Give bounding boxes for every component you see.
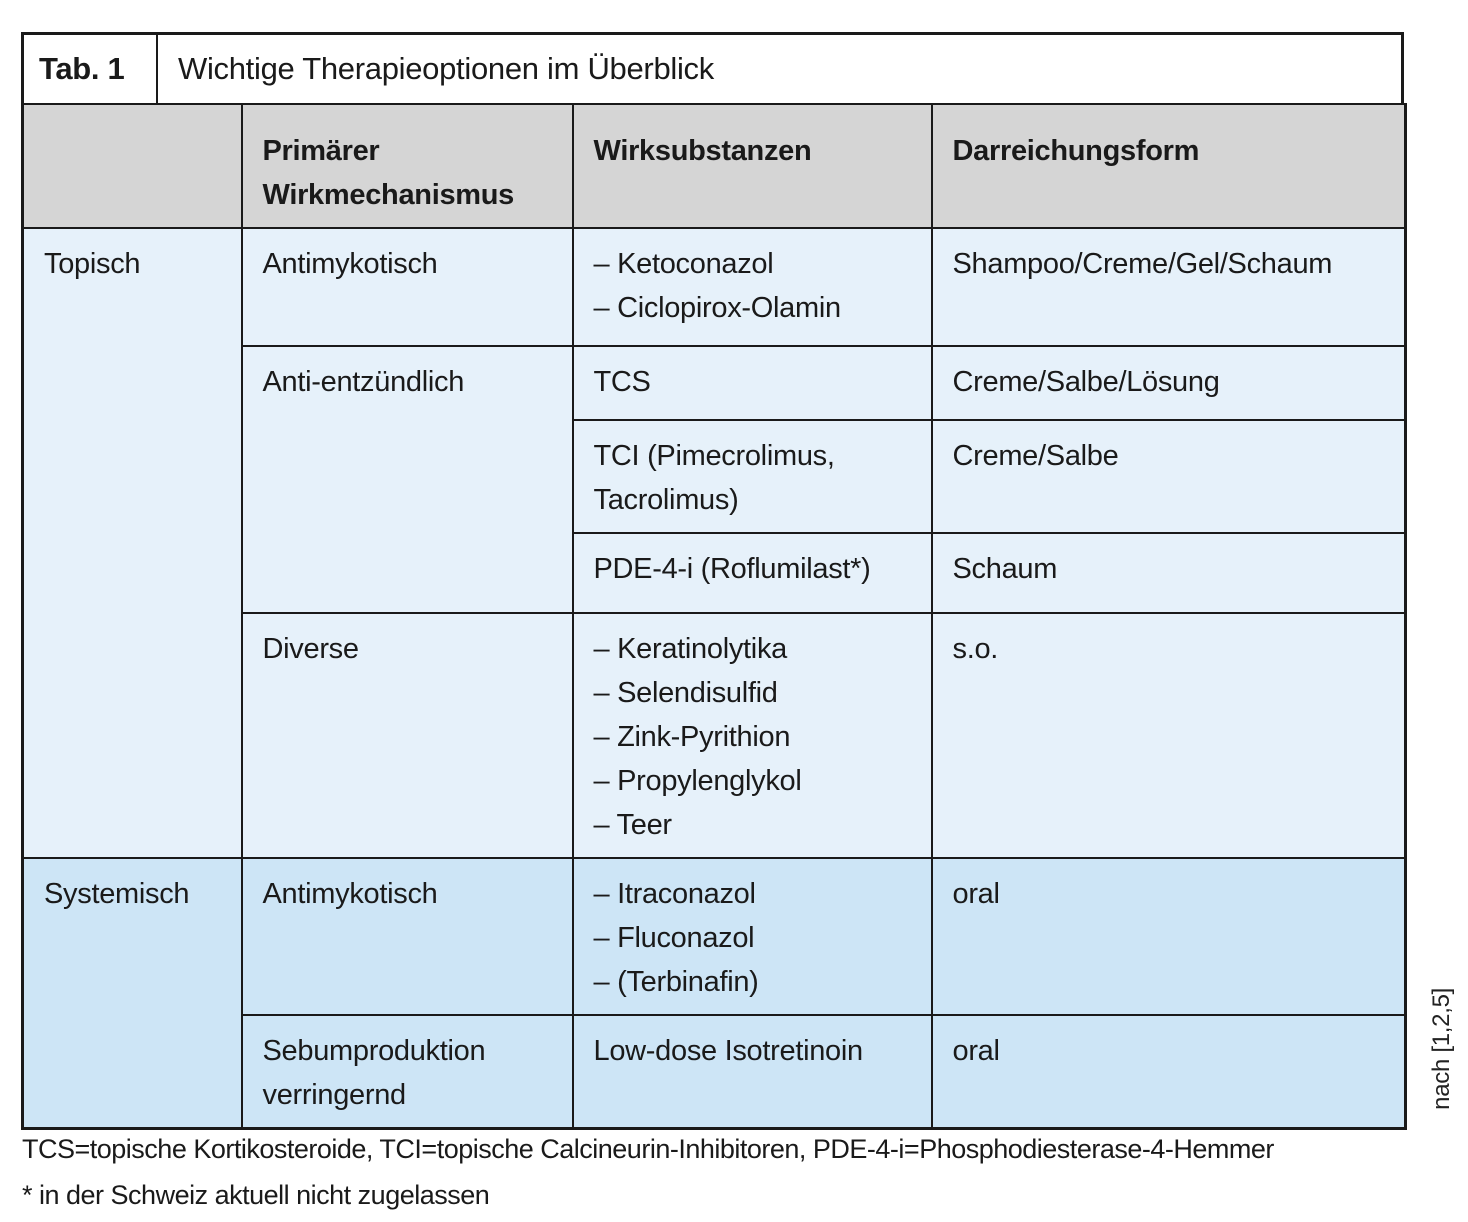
substances-cell: – Ketoconazol – Ciclopirox-Olamin (571, 227, 933, 347)
footnote-abbreviations: TCS=topische Kortikosteroide, TCI=topisc… (22, 1134, 1274, 1164)
form-cell: Creme/Salbe/Lösung (930, 345, 1407, 421)
table-row: Anti-entzündlich TCS Creme/Salbe/Lösung (23, 345, 1407, 614)
form-cell: oral (930, 857, 1407, 1016)
form-cell: Schaum (930, 532, 1407, 614)
table-title-bar: Tab. 1 Wichtige Therapieoptionen im Über… (21, 32, 1404, 103)
table-row: Systemisch Antimykotisch – Itraconazol –… (21, 857, 1407, 1130)
substances-cell: TCI (Pimecrolimus, Tacrolimus) (571, 419, 933, 534)
form-cell: s.o. (930, 612, 1407, 859)
table-row: TCI (Pimecrolimus, Tacrolimus) Creme/Sal… (23, 419, 1407, 534)
mechanism-cell: Antimykotisch (240, 857, 574, 1016)
mechanism-cell: Anti-entzündlich (240, 345, 574, 614)
route-cell-topisch: Topisch (21, 227, 243, 859)
form-cell: Shampoo/Creme/Gel/Schaum (930, 227, 1407, 347)
mechanism-cell: Sebumproduktion verringernd (240, 1014, 574, 1130)
substances-cell: – Itraconazol – Fluconazol – (Terbinafin… (571, 857, 933, 1016)
column-header-row: Primärer Wirkmechanismus Wirksubstanzen … (21, 103, 1407, 229)
substances-cell: Low-dose Isotretinoin (571, 1014, 933, 1130)
substance-item: – Ciclopirox-Olamin (593, 292, 842, 324)
substances-cell: PDE-4-i (Roflumilast*) (571, 532, 933, 614)
substance-item: – Fluconazol (593, 922, 755, 954)
footnote-asterisk: * in der Schweiz aktuell nicht zugelasse… (22, 1180, 490, 1210)
substance-item: TCS (593, 366, 651, 398)
mechanism-cell: Diverse (240, 612, 574, 859)
form-cell: Creme/Salbe (930, 419, 1407, 534)
mechanism-cell: Antimykotisch (240, 227, 574, 347)
table-row: Diverse – Keratinolytika – Selendisulfid… (23, 612, 1407, 859)
table-row: Sebumproduktion verringernd Low-dose Iso… (23, 1014, 1407, 1130)
substance-item: – Zink-Pyrithion (593, 721, 791, 753)
table-number: Tab. 1 (24, 35, 158, 103)
substance-item: TCI (Pimecrolimus, Tacrolimus) (593, 440, 835, 516)
substance-item: – Selendisulfid (593, 677, 778, 709)
header-mechanism: Primärer Wirkmechanismus (240, 103, 574, 229)
substance-item: – Ketoconazol (593, 248, 774, 280)
route-cell-systemisch: Systemisch (21, 857, 243, 1130)
substance-item: – Itraconazol (593, 878, 756, 910)
header-route-empty (21, 103, 243, 229)
substance-item: PDE-4-i (Roflumilast*) (593, 553, 871, 585)
substances-cell: TCS (571, 345, 933, 421)
header-form: Darreichungsform (930, 103, 1407, 229)
therapy-options-table: Primärer Wirkmechanismus Wirksubstanzen … (21, 103, 1407, 1130)
substances-cell: – Keratinolytika – Selendisulfid – Zink-… (571, 612, 933, 859)
substance-item: Low-dose Isotretinoin (593, 1035, 864, 1067)
table-row: PDE-4-i (Roflumilast*) Schaum (23, 532, 1407, 614)
substance-item: – Teer (593, 809, 673, 841)
table-title: Wichtige Therapieoptionen im Überblick (178, 51, 714, 86)
header-substances: Wirksubstanzen (571, 103, 933, 229)
substance-item: – Propylenglykol (593, 765, 802, 797)
form-cell: oral (930, 1014, 1407, 1130)
source-citation: nach [1,2,5] (1428, 988, 1455, 1110)
therapy-table-block: Tab. 1 Wichtige Therapieoptionen im Über… (21, 32, 1407, 1130)
substance-item: – (Terbinafin) (593, 966, 759, 998)
table-row: Topisch Antimykotisch – Ketoconazol – Ci… (21, 227, 1407, 859)
substance-item: – Keratinolytika (593, 633, 788, 665)
